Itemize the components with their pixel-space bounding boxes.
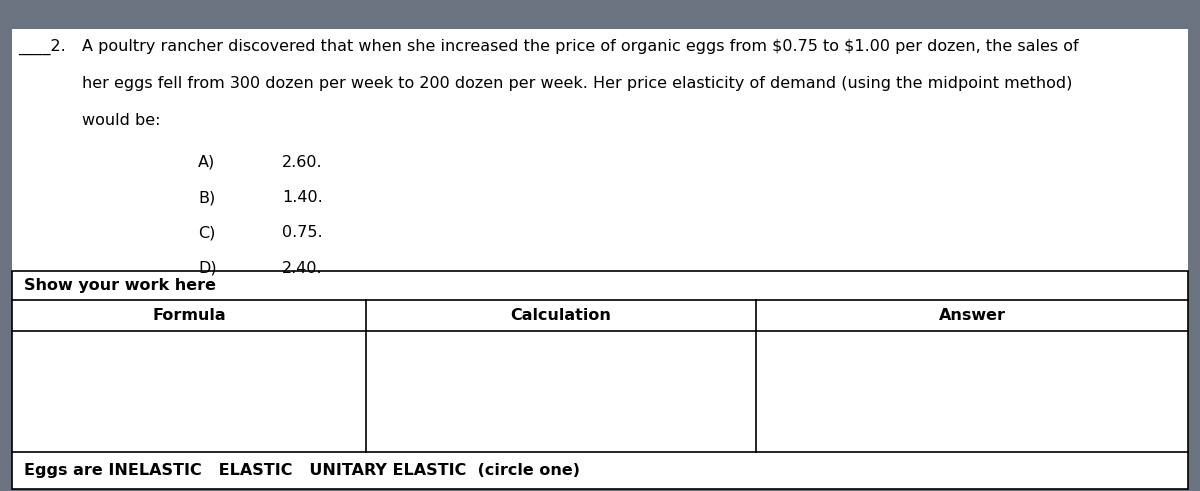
Bar: [0, 0, 1200, 27]
Text: Eggs are INELASTIC   ELASTIC   UNITARY ELASTIC  (circle one): Eggs are INELASTIC ELASTIC UNITARY ELAST…: [24, 463, 580, 478]
Text: Show your work here: Show your work here: [24, 278, 216, 293]
Text: Answer: Answer: [938, 308, 1006, 323]
Text: C): C): [198, 225, 215, 241]
Text: Calculation: Calculation: [510, 308, 612, 323]
Text: A): A): [198, 155, 215, 170]
Text: 0.75.: 0.75.: [282, 225, 323, 241]
Text: would be:: would be:: [82, 113, 160, 128]
Text: A poultry rancher discovered that when she increased the price of organic eggs f: A poultry rancher discovered that when s…: [82, 39, 1079, 55]
Text: 1.40.: 1.40.: [282, 190, 323, 205]
Text: D): D): [198, 261, 217, 276]
Text: B): B): [198, 190, 215, 205]
Text: 2.60.: 2.60.: [282, 155, 323, 170]
Text: 2.40.: 2.40.: [282, 261, 323, 276]
Bar: [12, 271, 1188, 489]
Text: her eggs fell from 300 dozen per week to 200 dozen per week. Her price elasticit: her eggs fell from 300 dozen per week to…: [82, 76, 1072, 91]
Text: Formula: Formula: [152, 308, 226, 323]
Text: ____2.: ____2.: [18, 39, 66, 55]
